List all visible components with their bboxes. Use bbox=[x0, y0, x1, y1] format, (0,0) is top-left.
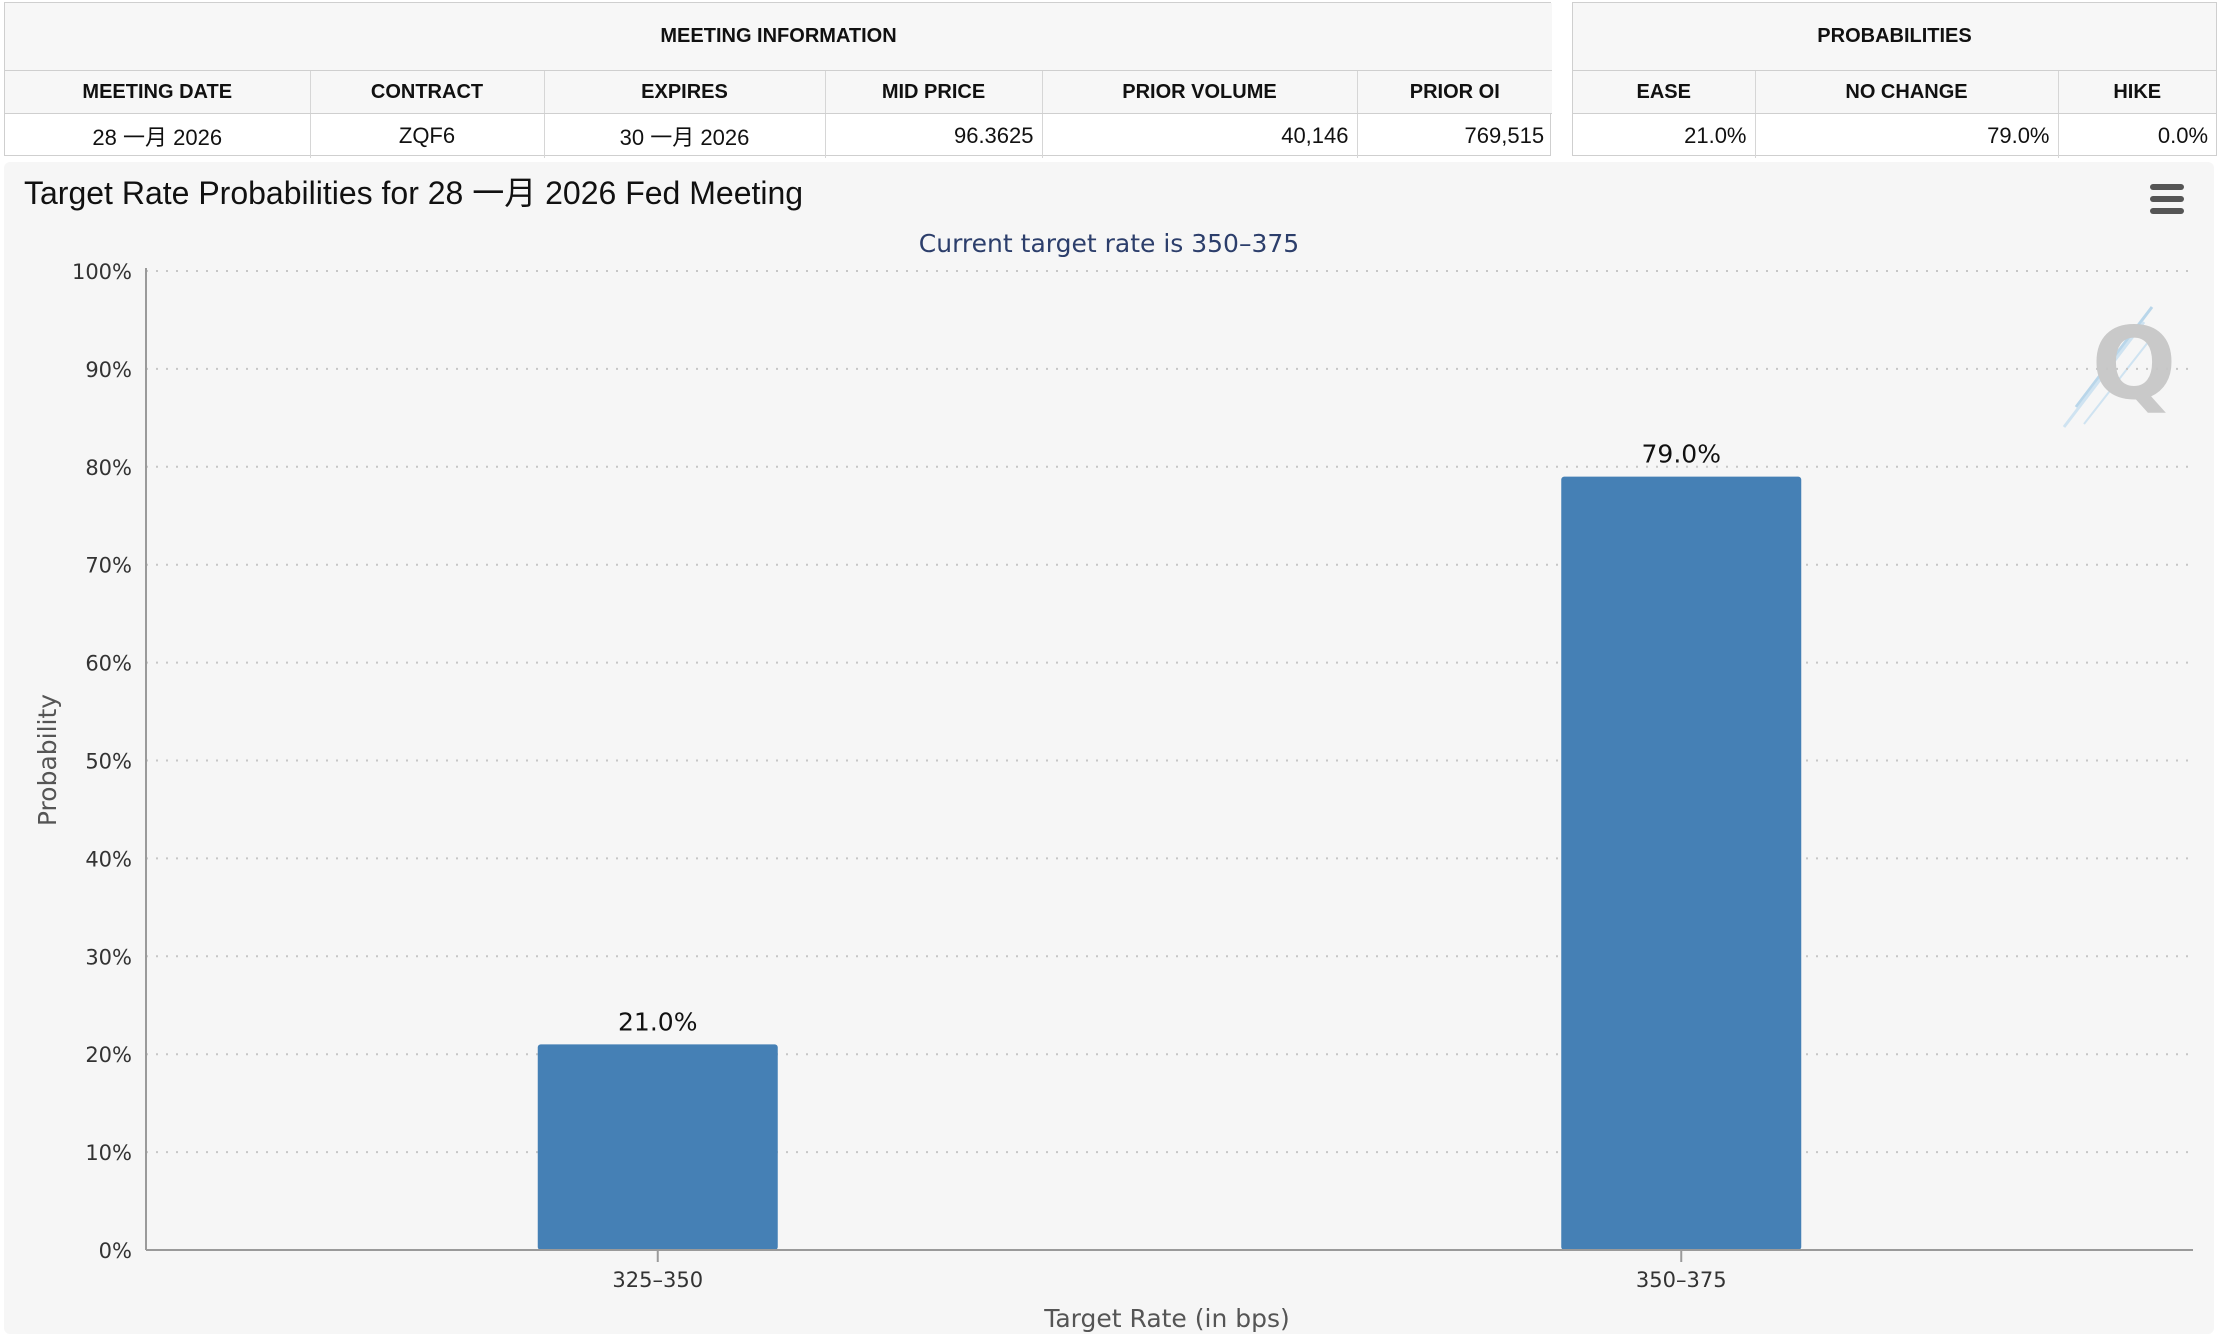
grid-lines bbox=[146, 270, 2193, 1154]
watermark-letter: Q bbox=[2091, 305, 2176, 422]
table-row: 21.0% 79.0% 0.0% bbox=[1573, 113, 2216, 158]
y-tick-label: 100% bbox=[72, 260, 132, 284]
chart-title: Target Rate Probabilities for 28 一月 2026… bbox=[24, 175, 803, 211]
column-header-meeting-date: MEETING DATE bbox=[5, 70, 311, 114]
x-tick-label: 350–375 bbox=[1636, 1268, 1727, 1292]
bars: 21.0% 79.0% bbox=[537, 440, 1802, 1251]
y-tick-label: 90% bbox=[85, 358, 132, 382]
probabilities-table: PROBABILITIES EASE NO CHANGE HIKE 21.0% … bbox=[1572, 2, 2217, 158]
y-tick-label: 20% bbox=[85, 1043, 132, 1067]
bar[interactable] bbox=[537, 1044, 778, 1250]
column-header-prior-oi: PRIOR OI bbox=[1357, 70, 1553, 114]
x-tick-label: 325–350 bbox=[612, 1268, 703, 1292]
probabilities-header: PROBABILITIES bbox=[1573, 3, 2217, 71]
y-tick-label: 10% bbox=[85, 1141, 132, 1165]
column-header-mid-price: MID PRICE bbox=[825, 70, 1043, 114]
meeting-information-header: MEETING INFORMATION bbox=[5, 3, 1553, 71]
x-axis-ticks: 325–350 350–375 bbox=[612, 1250, 1727, 1292]
chart-subtitle: Current target rate is 350–375 bbox=[919, 229, 1299, 258]
y-tick-label: 70% bbox=[85, 554, 132, 578]
y-tick-label: 0% bbox=[99, 1239, 132, 1263]
y-tick-label: 50% bbox=[85, 750, 132, 774]
cell-ease: 21.0% bbox=[1573, 113, 1756, 158]
column-header-no-change: NO CHANGE bbox=[1755, 70, 2059, 114]
column-header-hike: HIKE bbox=[2058, 70, 2217, 114]
meeting-information-table: MEETING INFORMATION MEETING DATE CONTRAC… bbox=[4, 2, 1553, 158]
y-tick-label: 30% bbox=[85, 945, 132, 969]
chart-menu-icon[interactable] bbox=[2150, 184, 2184, 214]
column-header-expires: EXPIRES bbox=[544, 70, 826, 114]
table-row: 28 一月 2026 ZQF6 30 一月 2026 96.3625 40,14… bbox=[5, 113, 1552, 158]
watermark-logo: Q bbox=[2062, 305, 2177, 428]
y-tick-label: 80% bbox=[85, 456, 132, 480]
bar-data-label: 21.0% bbox=[618, 1007, 697, 1036]
column-header-contract: CONTRACT bbox=[310, 70, 545, 114]
y-axis-title: Probability bbox=[33, 694, 62, 826]
probability-chart: Target Rate Probabilities for 28 一月 2026… bbox=[24, 175, 2193, 1333]
bar-data-label: 79.0% bbox=[1642, 440, 1721, 469]
cell-mid-price: 96.3625 bbox=[825, 113, 1043, 158]
cell-prior-volume: 40,146 bbox=[1042, 113, 1358, 158]
cell-expires: 30 一月 2026 bbox=[544, 113, 826, 158]
y-axis-ticks: 0% 10% 20% 30% 40% 50% 60% 70% 80% 90% 100% bbox=[72, 260, 132, 1263]
column-header-prior-volume: PRIOR VOLUME bbox=[1042, 70, 1358, 114]
x-axis-title: Target Rate (in bps) bbox=[1043, 1304, 1290, 1333]
cell-contract: ZQF6 bbox=[310, 113, 545, 158]
cell-meeting-date: 28 一月 2026 bbox=[5, 113, 311, 158]
cell-prior-oi: 769,515 bbox=[1464, 123, 1545, 148]
cell-hike: 0.0% bbox=[2157, 123, 2209, 148]
column-header-ease: EASE bbox=[1573, 70, 1756, 114]
y-tick-label: 60% bbox=[85, 652, 132, 676]
chart-panel: Target Rate Probabilities for 28 一月 2026… bbox=[4, 162, 2214, 1334]
y-tick-label: 40% bbox=[85, 847, 132, 871]
cell-no-change: 79.0% bbox=[1755, 113, 2059, 158]
bar[interactable] bbox=[1561, 476, 1802, 1251]
